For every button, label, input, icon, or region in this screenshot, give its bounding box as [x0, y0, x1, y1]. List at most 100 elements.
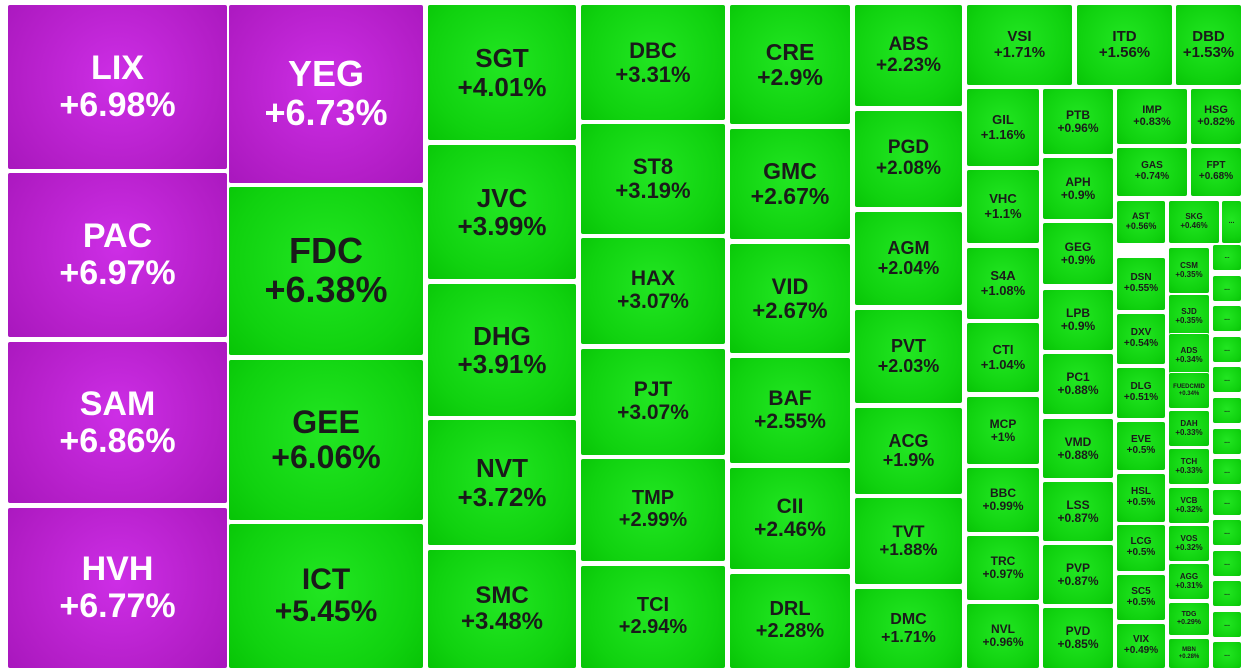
- tile-smc[interactable]: SMC +3.48%: [427, 549, 577, 669]
- tile-more-77[interactable]: ...: [1221, 200, 1242, 244]
- tile-dlg[interactable]: DLG +0.51%: [1116, 367, 1166, 419]
- tile-pvp[interactable]: PVP +0.87%: [1042, 544, 1114, 605]
- tile-sgt[interactable]: SGT +4.01%: [427, 4, 577, 141]
- tile-geg[interactable]: GEG +0.9%: [1042, 222, 1114, 285]
- tile-more-87[interactable]: ...: [1212, 519, 1242, 546]
- tile-more-85[interactable]: ...: [1212, 458, 1242, 485]
- tile-cre[interactable]: CRE +2.9%: [729, 4, 851, 125]
- tile-hsg[interactable]: HSG +0.82%: [1190, 88, 1242, 145]
- tile-sjd[interactable]: SJD +0.35%: [1168, 294, 1210, 340]
- tile-dmc[interactable]: DMC +1.71%: [854, 588, 963, 669]
- tile-pgd[interactable]: PGD +2.08%: [854, 110, 963, 208]
- tile-sc5[interactable]: SC5 +0.5%: [1116, 574, 1166, 621]
- tile-ptb[interactable]: PTB +0.96%: [1042, 88, 1114, 155]
- tile-skg[interactable]: SKG +0.46%: [1168, 200, 1220, 244]
- tile-ticker: HAX: [630, 267, 676, 291]
- tile-more-83[interactable]: ...: [1212, 397, 1242, 424]
- tile-vhc[interactable]: VHC +1.1%: [966, 169, 1040, 244]
- tile-vmd[interactable]: VMD +0.88%: [1042, 418, 1114, 479]
- tile-dsn[interactable]: DSN +0.55%: [1116, 257, 1166, 311]
- tile-lpb[interactable]: LPB +0.9%: [1042, 289, 1114, 351]
- tile-drl[interactable]: DRL +2.28%: [729, 573, 851, 669]
- tile-pac[interactable]: PAC +6.97%: [7, 172, 228, 338]
- tile-s4a[interactable]: S4A +1.08%: [966, 247, 1040, 320]
- tile-bbc[interactable]: BBC +0.99%: [966, 467, 1040, 533]
- tile-agm[interactable]: AGM +2.04%: [854, 211, 963, 306]
- tile-gas[interactable]: GAS +0.74%: [1116, 147, 1188, 197]
- tile-ast[interactable]: AST +0.56%: [1116, 200, 1166, 244]
- tile-more-81[interactable]: ...: [1212, 336, 1242, 363]
- tile-ticker: TCI: [636, 594, 670, 617]
- tile-trc[interactable]: TRC +0.97%: [966, 535, 1040, 601]
- tile-vcb[interactable]: VCB +0.32%: [1168, 487, 1210, 524]
- tile-csm[interactable]: CSM +0.35%: [1168, 247, 1210, 294]
- tile-tch[interactable]: TCH +0.33%: [1168, 448, 1210, 485]
- tile-pjt[interactable]: PJT +3.07%: [580, 348, 726, 456]
- tile-ticker: ...: [1224, 559, 1230, 567]
- tile-hvh[interactable]: HVH +6.77%: [7, 507, 228, 669]
- tile-more-82[interactable]: ...: [1212, 366, 1242, 393]
- tile-more-78[interactable]: ...: [1212, 244, 1242, 271]
- tile-tmp[interactable]: TMP +2.99%: [580, 458, 726, 562]
- tile-abs[interactable]: ABS +2.23%: [854, 4, 963, 107]
- tile-sam[interactable]: SAM +6.86%: [7, 341, 228, 504]
- tile-more-80[interactable]: ...: [1212, 305, 1242, 332]
- tile-dxv[interactable]: DXV +0.54%: [1116, 313, 1166, 365]
- tile-ict[interactable]: ICT +5.45%: [228, 523, 424, 669]
- tile-imp[interactable]: IMP +0.83%: [1116, 88, 1188, 145]
- tile-baf[interactable]: BAF +2.55%: [729, 357, 851, 464]
- tile-itd[interactable]: ITD +1.56%: [1076, 4, 1173, 86]
- tile-ticker: DHG: [473, 320, 531, 351]
- tile-dbd[interactable]: DBD +1.53%: [1175, 4, 1242, 86]
- tile-nvl[interactable]: NVL +0.96%: [966, 603, 1040, 669]
- tile-dbc[interactable]: DBC +3.31%: [580, 4, 726, 121]
- tile-change: +6.77%: [59, 587, 176, 625]
- tile-ticker: ADS: [1180, 346, 1198, 356]
- tile-mcp[interactable]: MCP +1%: [966, 396, 1040, 465]
- tile-aph[interactable]: APH +0.9%: [1042, 157, 1114, 220]
- tile-jvc[interactable]: JVC +3.99%: [427, 144, 577, 280]
- tile-more-90[interactable]: ...: [1212, 611, 1242, 638]
- tile-more-91[interactable]: ...: [1212, 641, 1242, 669]
- tile-fpt[interactable]: FPT +0.68%: [1190, 147, 1242, 197]
- tile-cii[interactable]: CII +2.46%: [729, 467, 851, 570]
- tile-ticker: ITD: [1112, 27, 1137, 45]
- tile-acg[interactable]: ACG +1.9%: [854, 407, 963, 495]
- tile-yeg[interactable]: YEG +6.73%: [228, 4, 424, 184]
- tile-ticker: GMC: [763, 158, 817, 185]
- tile-pvt[interactable]: PVT +2.03%: [854, 309, 963, 404]
- tile-fdc[interactable]: FDC +6.38%: [228, 186, 424, 356]
- tile-lcg[interactable]: LCG +0.5%: [1116, 524, 1166, 572]
- tile-cti[interactable]: CTI +1.04%: [966, 322, 1040, 393]
- tile-vid[interactable]: VID +2.67%: [729, 243, 851, 354]
- tile-tci[interactable]: TCI +2.94%: [580, 565, 726, 669]
- tile-more-88[interactable]: ...: [1212, 550, 1242, 577]
- tile-tvt[interactable]: TVT +1.88%: [854, 497, 963, 585]
- tile-more-89[interactable]: ...: [1212, 580, 1242, 607]
- tile-pc1[interactable]: PC1 +0.88%: [1042, 353, 1114, 415]
- tile-lss[interactable]: LSS +0.87%: [1042, 481, 1114, 542]
- tile-pvd[interactable]: PVD +0.85%: [1042, 607, 1114, 669]
- tile-gil[interactable]: GIL +1.16%: [966, 88, 1040, 167]
- tile-dhg[interactable]: DHG +3.91%: [427, 283, 577, 417]
- tile-hax[interactable]: HAX +3.07%: [580, 237, 726, 345]
- tile-st8[interactable]: ST8 +3.19%: [580, 123, 726, 235]
- tile-nvt[interactable]: NVT +3.72%: [427, 419, 577, 546]
- tile-mbn[interactable]: MBN +0.28%: [1168, 638, 1210, 669]
- tile-hsl[interactable]: HSL +0.5%: [1116, 473, 1166, 523]
- tile-eve[interactable]: EVE +0.5%: [1116, 421, 1166, 471]
- tile-dah[interactable]: DAH +0.33%: [1168, 410, 1210, 447]
- tile-more-86[interactable]: ...: [1212, 489, 1242, 516]
- tile-more-84[interactable]: ...: [1212, 428, 1242, 455]
- tile-lix[interactable]: LIX +6.98%: [7, 4, 228, 170]
- tile-fuedcmid[interactable]: FUEDCMID +0.34%: [1168, 372, 1210, 409]
- tile-more-79[interactable]: ...: [1212, 275, 1242, 302]
- tile-gmc[interactable]: GMC +2.67%: [729, 128, 851, 240]
- tile-vos[interactable]: VOS +0.32%: [1168, 525, 1210, 562]
- tile-change: +2.99%: [618, 509, 688, 531]
- tile-tdg[interactable]: TDG +0.29%: [1168, 602, 1210, 636]
- tile-gee[interactable]: GEE +6.06%: [228, 359, 424, 521]
- tile-vsi[interactable]: VSI +1.71%: [966, 4, 1073, 86]
- tile-vix[interactable]: VIX +0.49%: [1116, 623, 1166, 669]
- tile-agg[interactable]: AGG +0.31%: [1168, 563, 1210, 600]
